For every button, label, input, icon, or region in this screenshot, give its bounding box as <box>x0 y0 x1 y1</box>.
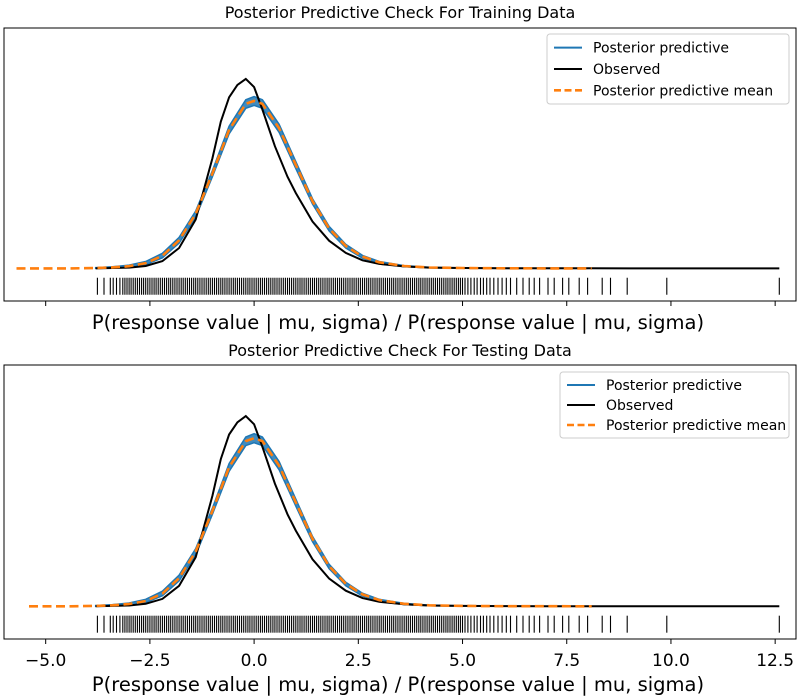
x-tick-label: 2.5 <box>345 651 372 671</box>
observed-line <box>95 77 780 270</box>
rug-marks <box>96 277 780 295</box>
legend-entry-posterior-predictive: Posterior predictive <box>554 41 729 57</box>
legend-label: Posterior predictive <box>593 41 729 57</box>
legend-box <box>546 33 790 105</box>
chart-title: Posterior Predictive Check For Testing D… <box>228 341 572 360</box>
x-tick-label: 10.0 <box>652 651 690 671</box>
legend-entry-posterior-predictive-mean: Posterior predictive mean <box>554 83 773 99</box>
legend-box <box>559 371 790 439</box>
legend-entry-posterior-predictive-mean: Posterior predictive mean <box>567 418 786 434</box>
x-tick-label: −2.5 <box>129 651 170 671</box>
rug-marks <box>96 615 780 633</box>
legend-entry-observed: Observed <box>567 398 673 414</box>
plot-area <box>16 77 780 295</box>
posterior-predictive-mean-line <box>29 436 592 608</box>
testing-panel: Posterior Predictive Check For Testing D… <box>3 341 797 696</box>
axes-frame <box>3 27 797 302</box>
chart-title: Posterior Predictive Check For Training … <box>225 3 576 22</box>
legend-entry-posterior-predictive: Posterior predictive <box>567 378 742 394</box>
x-axis-label: P(response value | mu, sigma) / P(respon… <box>92 311 704 334</box>
x-tick-label: 5.0 <box>449 651 476 671</box>
legend-entry-observed: Observed <box>554 62 660 78</box>
posterior-predictive-mean-line <box>16 99 592 270</box>
training-panel: Posterior Predictive Check For Training … <box>3 3 797 334</box>
x-tick-label: 7.5 <box>553 651 580 671</box>
x-tick-label: −5.0 <box>25 651 66 671</box>
legend-label: Observed <box>593 62 660 78</box>
legend-label: Posterior predictive mean <box>593 83 773 99</box>
axes-frame <box>3 364 797 640</box>
legend-label: Posterior predictive <box>606 378 742 394</box>
x-tick-label: 0.0 <box>241 651 268 671</box>
legend: Posterior predictive Observed Posterior pr… <box>546 33 790 105</box>
plot-area <box>29 414 780 633</box>
legend-label: Observed <box>606 398 673 414</box>
x-axis-label: P(response value | mu, sigma) / P(respon… <box>92 673 704 696</box>
x-tick-label: 12.5 <box>756 651 794 671</box>
observed-line <box>95 414 780 608</box>
legend-label: Posterior predictive mean <box>606 418 786 434</box>
legend: Posterior predictive Observed Posterior pr… <box>559 371 790 439</box>
